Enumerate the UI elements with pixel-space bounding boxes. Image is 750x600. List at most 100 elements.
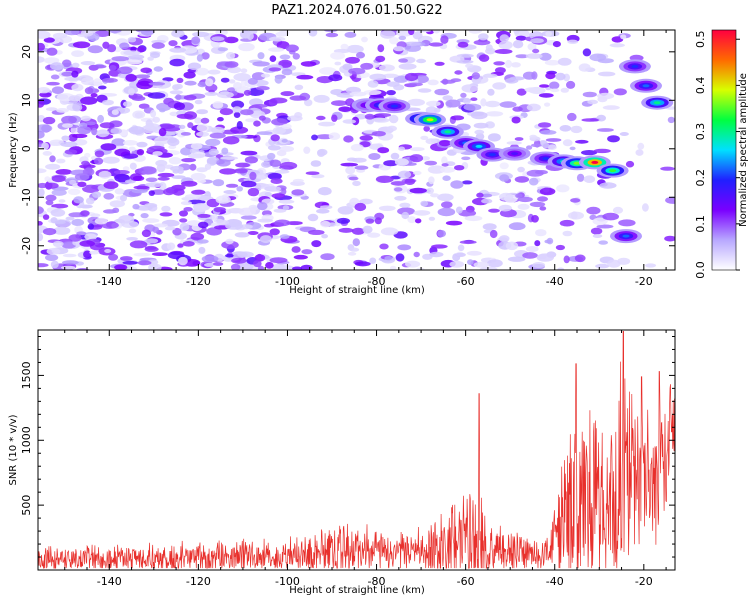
- heatmap-cell: [153, 66, 163, 72]
- heatmap-cell: [177, 243, 184, 248]
- heatmap-cell: [256, 253, 263, 262]
- heatmap-cell: [437, 207, 456, 217]
- heatmap-cell: [511, 116, 521, 124]
- heatmap-cell: [508, 222, 526, 231]
- heatmap-cell: [445, 220, 463, 226]
- heatmap-cell: [92, 191, 102, 198]
- heatmap-cell: [157, 176, 170, 181]
- heatmap-cell: [223, 190, 237, 194]
- y-tick-label: 500: [20, 495, 33, 516]
- heatmap-cell: [377, 44, 385, 53]
- heatmap-cell: [383, 160, 399, 167]
- heatmap-cell: [613, 88, 627, 96]
- heatmap-cell: [91, 64, 107, 69]
- heatmap-cell: [340, 43, 349, 50]
- heatmap-cell: [394, 195, 407, 201]
- heatmap-cell: [313, 94, 330, 103]
- heatmap-cell: [328, 222, 337, 227]
- heatmap-cell: [292, 178, 304, 183]
- heatmap-cell: [221, 240, 239, 249]
- heatmap-cell: [140, 213, 149, 219]
- heatmap-cell: [408, 30, 415, 36]
- heatmap-cell: [328, 74, 343, 82]
- heatmap-cell: [524, 87, 541, 93]
- heatmap-cell: [231, 100, 245, 109]
- heatmap-cell: [395, 253, 405, 262]
- x-tick-label: -120: [186, 575, 211, 588]
- heatmap-cell: [157, 172, 175, 178]
- heatmap-cell: [46, 47, 58, 56]
- heatmap-cell: [62, 253, 77, 258]
- heatmap-cell: [51, 203, 69, 209]
- heatmap-cell: [499, 235, 510, 243]
- heatmap-cell: [269, 257, 288, 264]
- heatmap-cell: [151, 39, 166, 44]
- heatmap-cell: [596, 224, 614, 229]
- heatmap-cell: [566, 80, 576, 89]
- heatmap-cell: [216, 91, 234, 99]
- heatmap-cell: [212, 179, 225, 187]
- heatmap-cell: [346, 44, 364, 54]
- heatmap-cell: [38, 42, 45, 51]
- heatmap-cell: [128, 146, 136, 152]
- heatmap-cell: [191, 36, 201, 45]
- heatmap-cell: [60, 265, 76, 270]
- heatmap-cell: [317, 187, 332, 196]
- heatmap-cell: [267, 145, 281, 151]
- heatmap-cell: [509, 76, 525, 81]
- heatmap-cell: [425, 138, 438, 145]
- heatmap-cell: [271, 193, 286, 199]
- heatmap-cell: [575, 139, 589, 144]
- heatmap-cell: [479, 266, 498, 270]
- heatmap-cell: [464, 215, 483, 222]
- heatmap-cell: [545, 138, 562, 142]
- heatmap-cell: [43, 57, 60, 64]
- heatmap-cell: [420, 156, 430, 161]
- heatmap-cell: [154, 136, 170, 145]
- heatmap-cell: [38, 99, 45, 108]
- heatmap-cell: [161, 205, 171, 212]
- heatmap-cell: [430, 193, 440, 198]
- heatmap-cell: [101, 77, 118, 83]
- heatmap-cell: [238, 207, 256, 216]
- heatmap-cell: [225, 183, 239, 188]
- heatmap-cell: [128, 126, 145, 135]
- heatmap-cell: [660, 166, 675, 171]
- heatmap-cell: [345, 56, 360, 64]
- heatmap-cell: [110, 127, 122, 135]
- heatmap-cell: [386, 81, 400, 87]
- heatmap-cell: [351, 227, 365, 235]
- heatmap-cell: [331, 114, 338, 122]
- heatmap-cell: [544, 102, 551, 107]
- heatmap-cell: [348, 67, 366, 75]
- heatmap-cell: [492, 82, 507, 90]
- heatmap-cell: [111, 56, 129, 62]
- heatmap-cell: [516, 88, 527, 96]
- ridge-mark: [573, 161, 581, 165]
- heatmap-cell: [235, 162, 251, 168]
- heatmap-cell: [267, 152, 276, 160]
- heatmap-cell: [179, 218, 188, 223]
- heatmap-cell: [39, 92, 52, 98]
- heatmap-cell: [117, 66, 133, 75]
- heatmap-cell: [51, 175, 66, 183]
- heatmap-cell: [423, 125, 431, 132]
- heatmap-cell: [560, 87, 569, 93]
- heatmap-cell: [179, 210, 188, 217]
- heatmap-cell: [515, 193, 523, 199]
- heatmap-cell: [123, 50, 141, 56]
- heatmap-cell: [148, 82, 166, 86]
- heatmap-cell: [478, 33, 489, 41]
- heatmap-cell: [542, 142, 550, 149]
- heatmap-cell: [42, 228, 57, 236]
- heatmap-cell: [412, 31, 423, 40]
- heatmap-cell: [82, 184, 100, 193]
- figure-title: PAZ1.2024.076.01.50.G22: [271, 3, 442, 18]
- heatmap-cell: [539, 52, 552, 61]
- heatmap-cell: [181, 158, 196, 163]
- heatmap-cell: [427, 165, 445, 174]
- heatmap-cell: [212, 262, 224, 266]
- heatmap-cell: [525, 246, 539, 252]
- heatmap-cell: [272, 265, 286, 270]
- heatmap-cell: [251, 72, 266, 81]
